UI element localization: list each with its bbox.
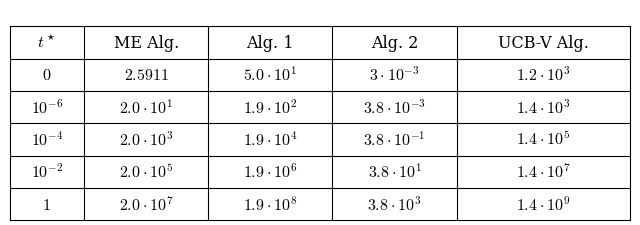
Text: $1.9 \cdot 10^{4}$: $1.9 \cdot 10^{4}$	[243, 131, 298, 149]
Text: $1$: $1$	[42, 196, 51, 213]
Text: Alg. 2: Alg. 2	[371, 35, 418, 52]
Text: $1.4 \cdot 10^{7}$: $1.4 \cdot 10^{7}$	[516, 163, 571, 181]
Text: $2.0 \cdot 10^{3}$: $2.0 \cdot 10^{3}$	[119, 131, 173, 149]
Text: $1.4 \cdot 10^{3}$: $1.4 \cdot 10^{3}$	[516, 99, 571, 117]
Text: $2.5911$: $2.5911$	[124, 67, 169, 84]
Text: $1.2 \cdot 10^{3}$: $1.2 \cdot 10^{3}$	[516, 66, 571, 85]
Text: $3.8 \cdot 10^{1}$: $3.8 \cdot 10^{1}$	[367, 163, 421, 181]
Text: $t^\star$: $t^\star$	[38, 35, 56, 52]
Text: $1.4 \cdot 10^{5}$: $1.4 \cdot 10^{5}$	[516, 131, 570, 149]
Text: $1.9 \cdot 10^{2}$: $1.9 \cdot 10^{2}$	[243, 99, 298, 117]
Text: $5.0 \cdot 10^{1}$: $5.0 \cdot 10^{1}$	[243, 66, 297, 85]
Text: $1.9 \cdot 10^{6}$: $1.9 \cdot 10^{6}$	[243, 163, 298, 181]
Text: $2.0 \cdot 10^{5}$: $2.0 \cdot 10^{5}$	[119, 163, 173, 181]
Text: $3.8 \cdot 10^{-3}$: $3.8 \cdot 10^{-3}$	[363, 99, 426, 117]
Text: $3.8 \cdot 10^{-1}$: $3.8 \cdot 10^{-1}$	[364, 131, 426, 149]
Text: $10^{-4}$: $10^{-4}$	[31, 131, 63, 149]
Text: Alg. 1: Alg. 1	[246, 35, 294, 52]
Text: $1.4 \cdot 10^{9}$: $1.4 \cdot 10^{9}$	[516, 195, 571, 214]
Text: UCB-V Alg.: UCB-V Alg.	[498, 35, 589, 52]
Text: ME Alg.: ME Alg.	[113, 35, 179, 52]
Text: $2.0 \cdot 10^{7}$: $2.0 \cdot 10^{7}$	[119, 195, 173, 214]
Text: $3 \cdot 10^{-3}$: $3 \cdot 10^{-3}$	[369, 66, 420, 85]
Text: $0$: $0$	[42, 67, 52, 84]
Text: $10^{-2}$: $10^{-2}$	[31, 163, 63, 181]
Text: $10^{-6}$: $10^{-6}$	[31, 99, 63, 117]
Text: $2.0 \cdot 10^{1}$: $2.0 \cdot 10^{1}$	[119, 99, 173, 117]
Text: $3.8 \cdot 10^{3}$: $3.8 \cdot 10^{3}$	[367, 195, 422, 214]
Text: $1.9 \cdot 10^{8}$: $1.9 \cdot 10^{8}$	[243, 195, 298, 214]
